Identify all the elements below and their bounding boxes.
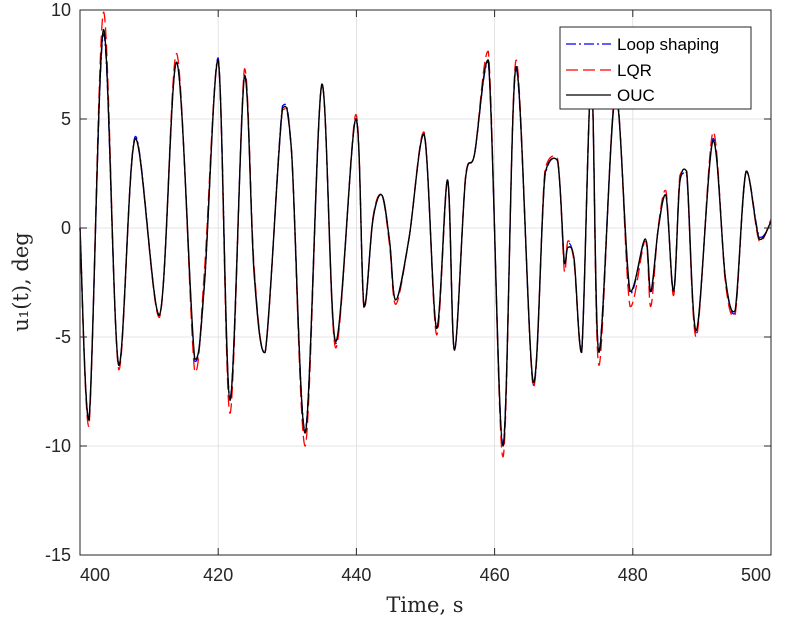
y-tick-label: -5 (55, 327, 71, 347)
x-axis-ticks: 400 420 440 460 480 500 (79, 10, 772, 585)
y-tick-label: -15 (45, 545, 71, 565)
y-tick-label: 10 (51, 0, 71, 20)
legend-label-ouc: OUC (617, 86, 655, 105)
plot-area-frame (79, 9, 772, 556)
series-lines (79, 11, 772, 458)
y-axis-label: u₁(t), deg (9, 232, 33, 331)
x-tick-label: 440 (341, 565, 371, 585)
legend-label-lqr: LQR (617, 61, 652, 80)
y-tick-label: 0 (61, 218, 71, 238)
y-axis-ticks: -15 -10 -5 0 5 10 (45, 0, 771, 565)
grid-lines (79, 9, 772, 556)
legend: Loop shaping LQR OUC (559, 26, 752, 110)
x-tick-label: 460 (480, 565, 510, 585)
series-line-ouc (79, 28, 772, 447)
x-tick-label: 400 (80, 565, 110, 585)
x-tick-label: 420 (203, 565, 233, 585)
y-tick-label: -10 (45, 436, 71, 456)
x-tick-label: 500 (741, 565, 771, 585)
y-tick-label: 5 (61, 109, 71, 129)
x-tick-label: 480 (618, 565, 648, 585)
x-axis-label: Time, s (386, 593, 463, 617)
legend-label-loop-shaping: Loop shaping (617, 35, 719, 54)
